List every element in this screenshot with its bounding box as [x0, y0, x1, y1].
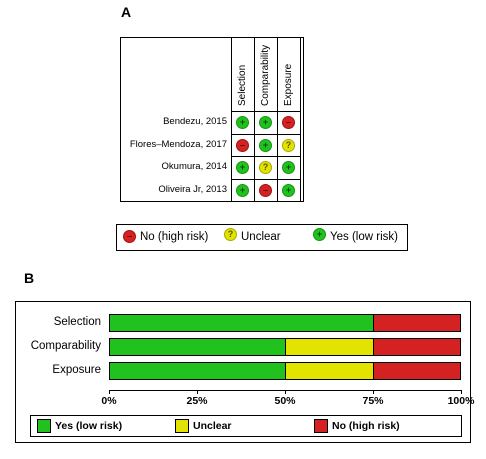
bar-segment-low: [109, 362, 285, 380]
low-risk-icon: +: [236, 116, 249, 129]
legend-unclear-label: Unclear: [241, 231, 281, 243]
high-risk-icon: –: [282, 116, 295, 129]
study-label: Okumura, 2014: [161, 161, 227, 172]
bar-segment-unclear: [285, 362, 373, 380]
high-risk-icon: –: [123, 230, 136, 243]
low-risk-icon: +: [282, 183, 295, 197]
legend-unclear-swatch: [175, 419, 189, 433]
bar-segment-low: [109, 338, 285, 356]
x-tick-mark: [197, 390, 198, 394]
legend-unclear-label: Unclear: [193, 420, 232, 432]
bar-segment-high: [373, 338, 461, 356]
risk-of-bias-graph: Selection Comparability Exposure 0% 25% 50% 75…: [15, 301, 474, 443]
low-risk-icon: +: [236, 161, 249, 174]
low-risk-icon: +: [313, 228, 326, 241]
risk-of-bias-summary: Selection Comparability Exposure Bendezu, 2…: [120, 37, 304, 202]
legend-low-label: Yes (low risk): [330, 231, 398, 243]
grid-line: [254, 38, 255, 201]
x-tick-mark: [285, 390, 286, 394]
domain-header: Exposure: [283, 63, 294, 106]
x-tick-label: 75%: [362, 395, 384, 407]
row-label: Comparability: [30, 340, 101, 352]
grid-line: [231, 156, 300, 157]
high-risk-icon: –: [259, 183, 272, 197]
panel-b-label: B: [24, 270, 35, 286]
panel-a-label: A: [121, 4, 132, 20]
legend-high-swatch: [314, 419, 328, 433]
legend-low-label: Yes (low risk): [55, 420, 123, 432]
x-tick-mark: [109, 390, 110, 394]
bar-segment-low: [109, 314, 373, 332]
high-risk-icon: –: [236, 138, 249, 152]
unclear-risk-icon: ?: [259, 161, 272, 174]
x-tick-label: 0%: [101, 395, 117, 407]
x-tick-label: 25%: [186, 395, 208, 407]
unclear-risk-icon: ?: [224, 228, 237, 241]
x-tick-label: 100%: [447, 395, 475, 407]
unclear-risk-icon: ?: [282, 138, 295, 152]
row-label: Exposure: [52, 364, 101, 376]
low-risk-icon: +: [236, 183, 249, 197]
domain-header: Comparability: [260, 44, 271, 106]
summary-legend: – No (high risk) ? Unclear + Yes (low ri…: [116, 224, 408, 251]
low-risk-icon: +: [282, 161, 295, 174]
bar-segment-unclear: [285, 338, 373, 356]
study-label: Bendezu, 2015: [163, 116, 227, 127]
study-label: Flores–Mendoza, 2017: [129, 138, 227, 150]
bar-segment-high: [373, 362, 461, 380]
x-tick-mark: [461, 390, 462, 394]
x-tick-label: 50%: [274, 395, 296, 407]
grid-line: [277, 38, 278, 201]
grid-line: [231, 38, 232, 201]
grid-line: [231, 201, 300, 202]
domain-header: Selection: [237, 64, 248, 106]
grid-line: [231, 178, 300, 180]
row-label: Selection: [53, 316, 101, 328]
legend-high-label: No (high risk): [332, 420, 400, 432]
low-risk-icon: +: [259, 138, 272, 152]
study-label: Oliveira Jr, 2013: [158, 183, 227, 195]
grid-line: [231, 133, 300, 135]
low-risk-icon: +: [259, 116, 272, 129]
graph-legend: Yes (low risk) Unclear No (high risk): [30, 415, 462, 437]
bar-segment-high: [373, 314, 461, 332]
legend-high-label: No (high risk): [140, 231, 209, 243]
legend-low-swatch: [37, 419, 51, 433]
x-tick-mark: [373, 390, 374, 394]
grid-line: [300, 38, 301, 201]
grid-line: [231, 111, 300, 112]
